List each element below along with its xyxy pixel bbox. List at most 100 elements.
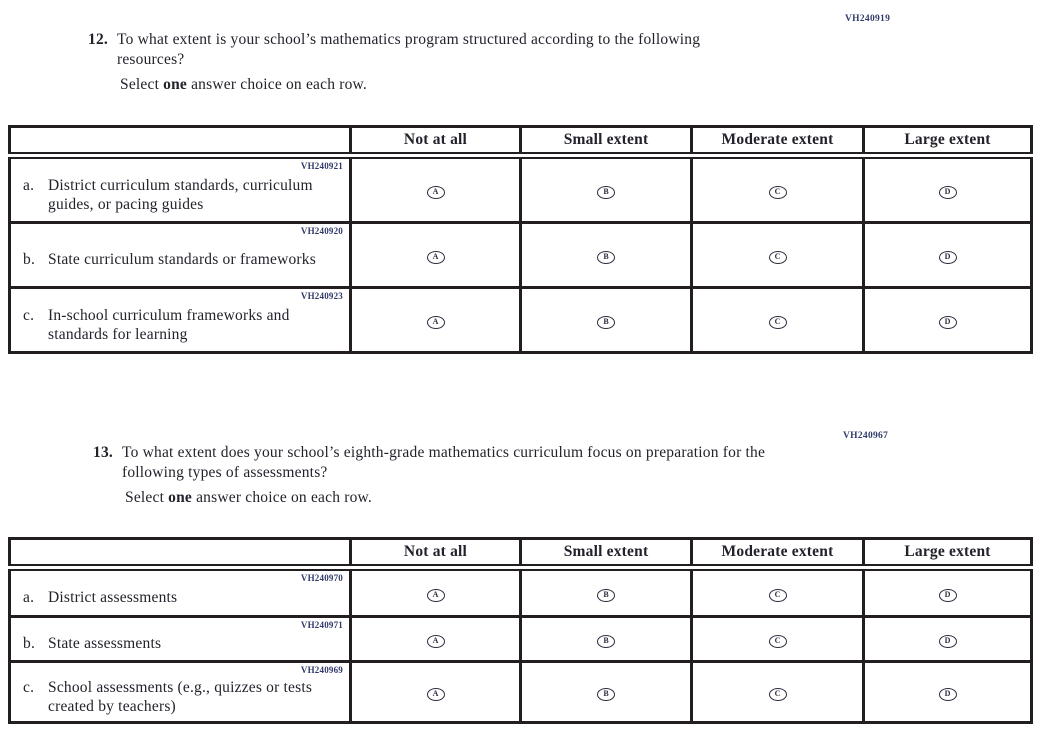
answer-bubble-c[interactable]: C [768, 688, 787, 701]
answer-bubble-b[interactable]: B [597, 635, 615, 648]
answer-cell: A [349, 154, 522, 224]
answer-bubble-c[interactable]: C [768, 251, 787, 264]
question-12-response-table: Not at all Small extent Moderate extent … [8, 125, 1033, 354]
column-header-moderate-extent: Moderate extent [690, 125, 865, 159]
answer-cell: A [349, 566, 522, 618]
question-13-text: To what extent does your school’s eighth… [121, 444, 766, 481]
answer-cell: D [862, 660, 1033, 724]
row-label-text: In-school curriculum frameworks and stan… [48, 306, 290, 343]
instruction-bold-one: one [168, 489, 193, 506]
table-row-q12a: VH240921 a. District curriculum standard… [8, 154, 1033, 224]
row-accession-code: VH240971 [300, 620, 343, 630]
answer-cell: B [519, 221, 693, 289]
answer-cell: C [690, 221, 865, 289]
answer-bubble-d[interactable]: D [938, 251, 957, 264]
question-12-accession-code: VH240919 [845, 14, 891, 24]
row-label-cell: VH240921 a. District curriculum standard… [8, 154, 352, 224]
row-label-text: School assessments (e.g., quizzes or tes… [48, 678, 313, 715]
instruction-post: answer choice on each row. [192, 489, 372, 506]
answer-cell: A [349, 660, 522, 724]
answer-bubble-d[interactable]: D [938, 688, 957, 701]
answer-bubble-a[interactable]: A [426, 186, 445, 199]
table-row-q12c: VH240923 c. In-school curriculum framewo… [8, 286, 1033, 354]
answer-bubble-b[interactable]: B [597, 688, 615, 701]
table-row-q13b: VH240971 b. State assessments A B C D [8, 615, 1033, 663]
answer-bubble-a[interactable]: A [426, 688, 445, 701]
row-accession-code: VH240921 [300, 161, 343, 171]
answer-bubble-d[interactable]: D [938, 589, 957, 602]
question-13-response-table: Not at all Small extent Moderate extent … [8, 537, 1033, 724]
column-header-small-extent: Small extent [519, 537, 693, 571]
column-header-moderate-extent: Moderate extent [690, 537, 865, 571]
answer-bubble-a[interactable]: A [426, 589, 445, 602]
row-accession-code: VH240969 [300, 665, 343, 675]
empty-header-cell [8, 537, 352, 571]
answer-bubble-b[interactable]: B [597, 589, 615, 602]
row-letter: c. [23, 678, 35, 696]
answer-cell: C [690, 286, 865, 354]
row-letter: c. [23, 306, 35, 324]
question-12-number: 12. [88, 31, 108, 48]
row-label-text: State assessments [48, 635, 162, 652]
answer-cell: B [519, 566, 693, 618]
answer-bubble-a[interactable]: A [426, 316, 445, 329]
header-row: Not at all Small extent Moderate extent … [8, 125, 1033, 159]
answer-bubble-b[interactable]: B [597, 316, 615, 329]
row-accession-code: VH240923 [300, 291, 343, 301]
question-13-accession-code: VH240967 [843, 431, 889, 441]
table-row-q13c: VH240969 c. School assessments (e.g., qu… [8, 660, 1033, 724]
answer-bubble-b[interactable]: B [597, 186, 615, 199]
answer-bubble-d[interactable]: D [938, 635, 957, 648]
answer-cell: C [690, 566, 865, 618]
question-12-instruction: Select one answer choice on each row. [120, 76, 367, 94]
answer-cell: A [349, 221, 522, 289]
row-letter: b. [23, 635, 36, 652]
answer-cell: D [862, 154, 1033, 224]
row-letter: a. [23, 176, 35, 194]
answer-cell: B [519, 615, 693, 663]
answer-cell: D [862, 221, 1033, 289]
answer-bubble-c[interactable]: C [768, 589, 787, 602]
row-accession-code: VH240970 [300, 573, 343, 583]
answer-bubble-d[interactable]: D [938, 316, 957, 329]
column-header-large-extent: Large extent [862, 537, 1033, 571]
column-header-not-at-all: Not at all [349, 125, 522, 159]
answer-cell: A [349, 615, 522, 663]
answer-cell: B [519, 660, 693, 724]
instruction-post: answer choice on each row. [187, 76, 367, 93]
row-label-text: State curriculum standards or frameworks [48, 251, 316, 268]
row-label-cell: VH240920 b. State curriculum standards o… [8, 221, 352, 289]
answer-cell: C [690, 615, 865, 663]
table-row-q13a: VH240970 a. District assessments A B C D [8, 566, 1033, 618]
row-label-text: District curriculum standards, curriculu… [48, 176, 313, 213]
answer-bubble-a[interactable]: A [426, 635, 445, 648]
answer-bubble-a[interactable]: A [426, 251, 445, 264]
header-row: Not at all Small extent Moderate extent … [8, 537, 1033, 571]
instruction-pre: Select [125, 489, 169, 506]
row-label-cell: VH240969 c. School assessments (e.g., qu… [8, 660, 352, 724]
question-13-number: 13. [93, 444, 113, 461]
answer-cell: D [862, 286, 1033, 354]
row-letter: b. [23, 251, 36, 268]
answer-bubble-d[interactable]: D [938, 186, 957, 199]
row-label-cell: VH240970 a. District assessments [8, 566, 352, 618]
answer-cell: B [519, 154, 693, 224]
row-label-cell: VH240971 b. State assessments [8, 615, 352, 663]
question-13-instruction: Select one answer choice on each row. [125, 489, 372, 507]
question-12-stem: 12. To what extent is your school’s math… [88, 30, 767, 70]
answer-bubble-b[interactable]: B [597, 251, 615, 264]
answer-bubble-c[interactable]: C [768, 186, 787, 199]
answer-bubble-c[interactable]: C [768, 635, 787, 648]
question-12-text: To what extent is your school’s mathemat… [116, 31, 701, 68]
row-label-cell: VH240923 c. In-school curriculum framewo… [8, 286, 352, 354]
row-accession-code: VH240920 [300, 226, 343, 236]
answer-cell: C [690, 154, 865, 224]
answer-cell: C [690, 660, 865, 724]
answer-cell: D [862, 566, 1033, 618]
answer-cell: D [862, 615, 1033, 663]
row-letter: a. [23, 589, 35, 606]
answer-cell: A [349, 286, 522, 354]
answer-bubble-c[interactable]: C [768, 316, 787, 329]
question-13-stem: 13. To what extent does your school’s ei… [93, 443, 772, 483]
